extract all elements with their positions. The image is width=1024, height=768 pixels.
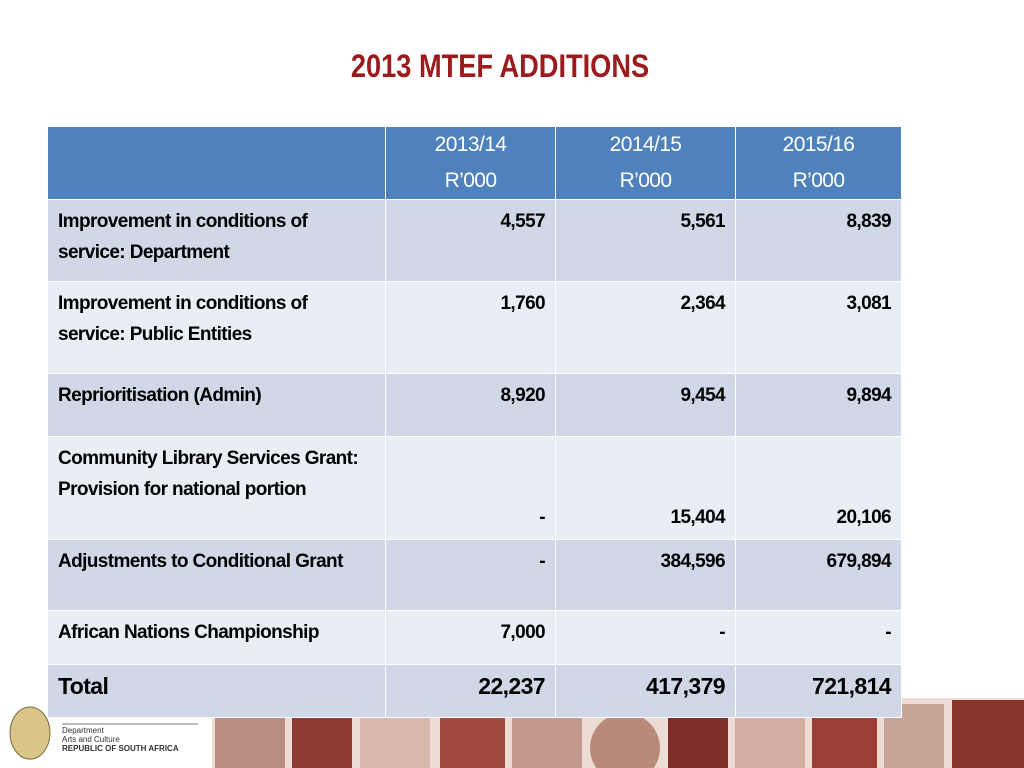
- table-row: Total 22,237 417,379 721,814: [47, 664, 902, 718]
- amount: 22,237: [385, 664, 556, 718]
- unit: R’000: [792, 169, 845, 192]
- country: REPUBLIC OF SOUTH AFRICA: [62, 744, 179, 753]
- amount: -: [555, 610, 736, 665]
- amount: -: [385, 539, 556, 611]
- row-label: Community Library Services Grant: Provis…: [47, 436, 386, 540]
- amount: 7,000: [385, 610, 556, 665]
- amount: 20,106: [735, 436, 902, 540]
- table-row: Adjustments to Conditional Grant -384,596…: [47, 539, 902, 611]
- coat-of-arms: [9, 706, 51, 760]
- table-row: Improvement in conditions of service: De…: [47, 199, 902, 282]
- amount: -: [735, 610, 902, 665]
- period: 2015/16: [782, 133, 855, 156]
- amount: 721,814: [735, 664, 902, 718]
- amount: 384,596: [555, 539, 736, 611]
- amount: 5,561: [555, 199, 736, 282]
- header-cell: [47, 126, 386, 200]
- table-row: African Nations Championship 7,000- -: [47, 610, 902, 665]
- amount: 15,404: [555, 436, 736, 540]
- logo-text: Department Arts and Culture REPUBLIC OF …: [62, 726, 179, 753]
- header-cell: 2013/14 R’000: [385, 126, 556, 200]
- row-label: African Nations Championship: [47, 610, 386, 665]
- amount: 4,557: [385, 199, 556, 282]
- header-cell: 2015/16 R’000: [735, 126, 902, 200]
- row-label: Improvement in conditions of service: De…: [47, 199, 386, 282]
- mtef-table: 2013/14 R’000 2014/15 R’000 2015/16 R’000 I…: [47, 126, 902, 718]
- row-label: Reprioritisation (Admin): [47, 373, 386, 437]
- amount: 8,920: [385, 373, 556, 437]
- period: 2013/14: [434, 133, 507, 156]
- row-label: Total: [47, 664, 386, 718]
- amount: 679,894: [735, 539, 902, 611]
- branch: Arts and Culture: [62, 735, 120, 744]
- table-row: Community Library Services Grant: Provis…: [47, 436, 902, 540]
- decor-tile: [952, 700, 1024, 768]
- unit: R’000: [619, 169, 672, 192]
- amount: 417,379: [555, 664, 736, 718]
- unit: R’000: [444, 169, 497, 192]
- amount: -: [385, 436, 556, 540]
- period: 2014/15: [609, 133, 682, 156]
- department: Department: [62, 726, 104, 735]
- amount: 9,894: [735, 373, 902, 437]
- amount: 8,839: [735, 199, 902, 282]
- amount: 2,364: [555, 281, 736, 374]
- decor-tile: [590, 713, 660, 768]
- table-row: Improvement in conditions of service: Pu…: [47, 281, 902, 374]
- row-label: Improvement in conditions of service: Pu…: [47, 281, 386, 374]
- table-row: Reprioritisation (Admin) 8,920 9,454 9,894: [47, 373, 902, 437]
- header-row: 2013/14 R’000 2014/15 R’000 2015/16 R’000: [47, 126, 902, 200]
- amount: 1,760: [385, 281, 556, 374]
- slide-title: 2013 MTEF ADDITIONS: [350, 48, 650, 84]
- amount: 3,081: [735, 281, 902, 374]
- amount: 9,454: [555, 373, 736, 437]
- row-label: Adjustments to Conditional Grant: [47, 539, 386, 611]
- header-cell: 2014/15 R’000: [555, 126, 736, 200]
